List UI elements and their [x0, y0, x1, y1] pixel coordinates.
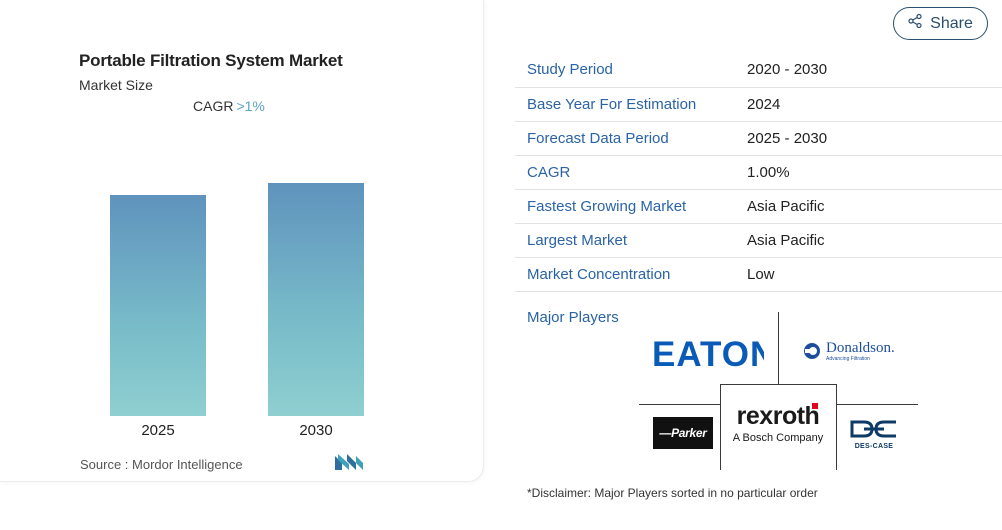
grid-divider — [639, 404, 721, 405]
grid-divider — [720, 384, 721, 470]
info-row: Fastest Growing Market Asia Pacific — [515, 190, 1002, 224]
info-value: 2025 - 2030 — [747, 130, 828, 147]
chart-bar — [110, 194, 206, 416]
x-tick-label: 2025 — [141, 422, 175, 439]
info-value: Asia Pacific — [747, 232, 825, 249]
cagr-text: CAGR >1% — [193, 98, 265, 114]
donaldson-logo: Donaldson. Advancing Filtration — [803, 340, 895, 362]
info-value: 2024 — [747, 96, 781, 113]
grid-divider — [836, 404, 918, 405]
eaton-logo: EATON — [652, 335, 775, 374]
rexroth-logo-text: rexroth — [736, 402, 820, 430]
descase-logo-text: DES-CASE — [854, 443, 894, 450]
card-title: Portable Filtration System Market — [79, 51, 343, 70]
share-label: Share — [930, 14, 973, 32]
x-tick-label: 2030 — [299, 422, 333, 439]
info-value: 1.00% — [747, 164, 790, 181]
info-key: Study Period — [527, 61, 613, 78]
info-key: Forecast Data Period — [527, 130, 669, 147]
parker-logo: —Parker — [653, 417, 713, 449]
info-key: Fastest Growing Market — [527, 198, 687, 215]
descase-mark-icon — [850, 420, 896, 438]
grid-divider — [836, 384, 837, 470]
info-row: Market Concentration Low — [515, 258, 1002, 292]
cagr-label: CAGR — [193, 98, 234, 114]
major-players-label: Major Players — [527, 309, 619, 326]
info-value: 2020 - 2030 — [747, 61, 828, 78]
info-value: Asia Pacific — [747, 198, 825, 215]
rexroth-logo: rexroth A Bosch Company — [725, 402, 831, 444]
market-size-card: Portable Filtration System Market Market… — [0, 0, 484, 482]
disclaimer-text: *Disclaimer: Major Players sorted in no … — [527, 486, 818, 500]
donaldson-tagline: Advancing Filtration — [826, 356, 870, 362]
info-key: Base Year For Estimation — [527, 96, 697, 113]
donaldson-mark-icon — [804, 343, 820, 359]
info-key: Largest Market — [527, 232, 628, 249]
info-key: CAGR — [527, 164, 571, 181]
donaldson-logo-text: Donaldson. — [826, 340, 895, 356]
share-button[interactable]: Share — [893, 7, 988, 40]
eaton-logo-text: EATON — [652, 336, 764, 368]
info-value: Low — [747, 266, 775, 283]
parker-logo-text: —Parker — [659, 426, 707, 440]
grid-divider — [720, 384, 837, 385]
info-row: Forecast Data Period 2025 - 2030 — [515, 122, 1002, 156]
source-text: Source : Mordor Intelligence — [80, 457, 243, 472]
descase-logo: DES-CASE — [849, 420, 899, 450]
grid-divider — [778, 312, 779, 384]
info-row: Largest Market Asia Pacific — [515, 224, 1002, 258]
rexroth-logo-subtitle: A Bosch Company — [732, 432, 824, 444]
market-info-table: Study Period 2020 - 2030 Base Year For E… — [515, 52, 1002, 292]
info-row: CAGR 1.00% — [515, 156, 1002, 190]
cagr-value: >1% — [236, 98, 265, 114]
info-row: Base Year For Estimation 2024 — [515, 88, 1002, 122]
chart-bar — [268, 183, 364, 416]
share-icon — [908, 13, 922, 33]
rexroth-dot-icon — [812, 403, 818, 409]
card-subtitle: Market Size — [79, 77, 153, 93]
info-row: Study Period 2020 - 2030 — [515, 52, 1002, 88]
mordor-logo-icon — [335, 454, 363, 475]
info-key: Market Concentration — [527, 266, 671, 283]
bar-chart: 2025 2030 — [0, 0, 483, 481]
